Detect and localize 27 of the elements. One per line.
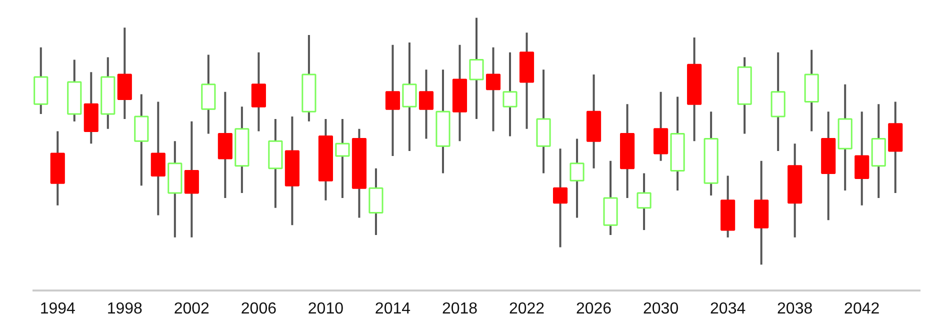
x-tick-label: 2030	[643, 300, 679, 318]
candlestick	[636, 172, 652, 232]
candlestick	[385, 44, 400, 157]
x-tick-label: 2002	[174, 300, 210, 318]
candlestick	[469, 16, 484, 120]
x-tick-label: 2010	[308, 300, 344, 318]
candlestick	[854, 110, 870, 206]
candlestick	[184, 120, 199, 238]
x-tick-label: 2006	[240, 300, 277, 318]
candlestick	[570, 138, 584, 219]
candlestick	[486, 46, 501, 132]
candlestick	[402, 41, 417, 152]
x-tick-label: 1998	[106, 300, 143, 318]
candlestick	[251, 51, 266, 132]
x-tick-label: 2038	[777, 300, 813, 318]
candlestick	[335, 118, 350, 199]
candlestick	[502, 51, 518, 138]
x-tick-label: 2022	[508, 300, 545, 318]
x-tick-label: 2018	[442, 300, 478, 318]
x-tick-label: 2026	[576, 300, 612, 318]
x-tick-label: 1994	[40, 300, 76, 318]
x-tick-label: 2042	[844, 300, 880, 318]
x-tick-label: 2014	[374, 300, 411, 318]
candlestick	[150, 100, 166, 216]
candlestick	[552, 148, 568, 248]
candlestick	[418, 68, 434, 140]
x-tick-label: 2034	[710, 300, 746, 318]
